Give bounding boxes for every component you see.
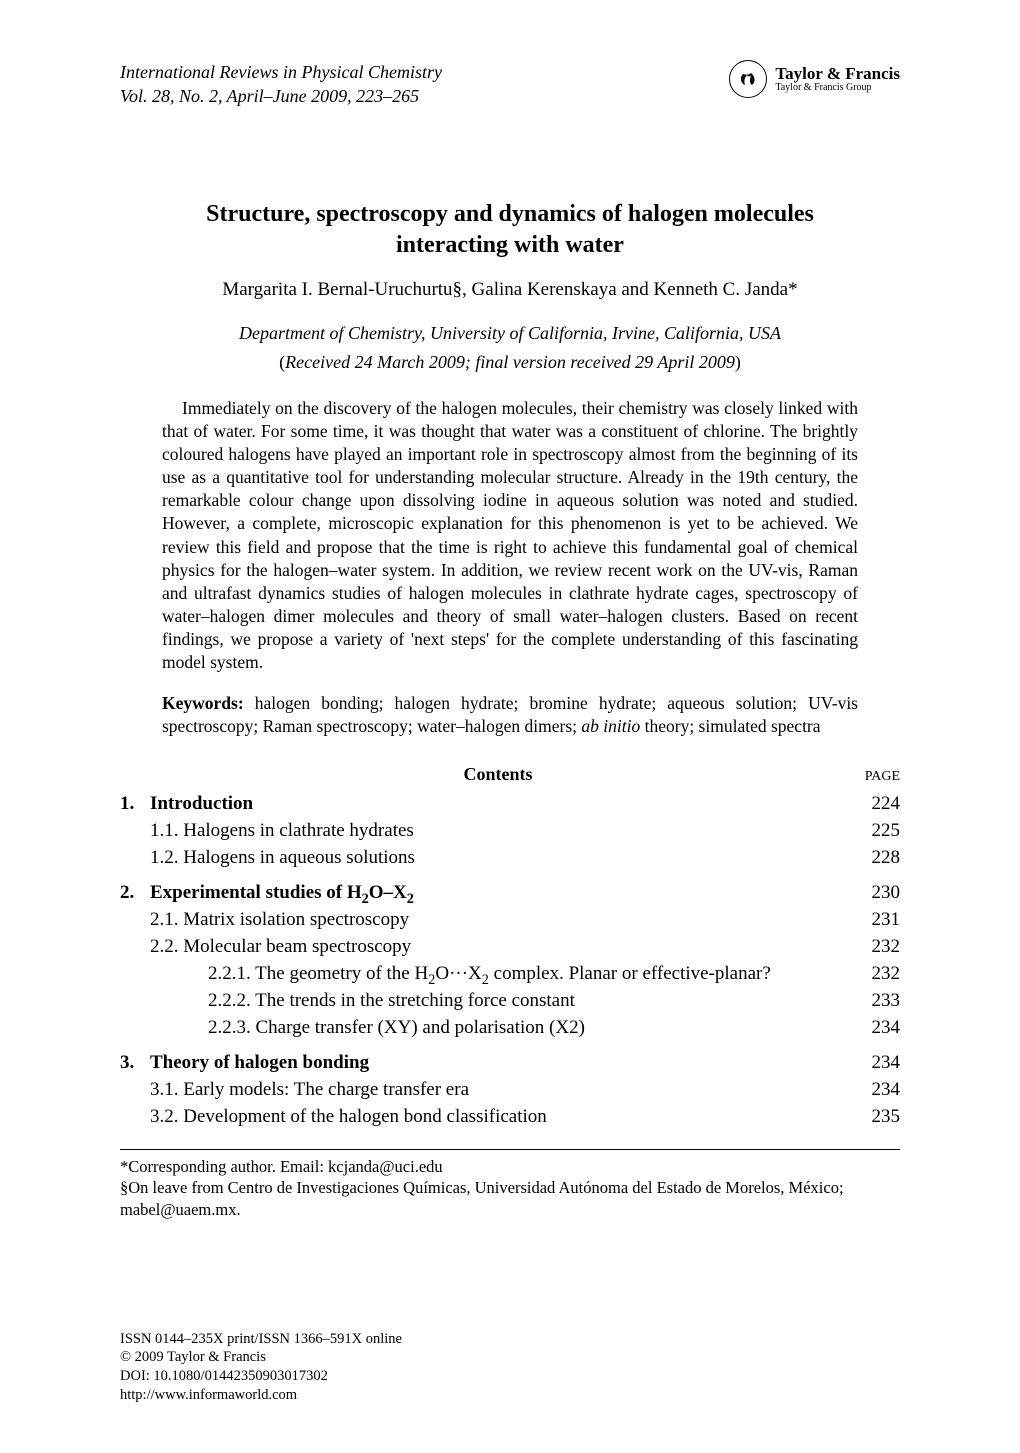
article-title: Structure, spectroscopy and dynamics of … [120,199,900,261]
toc-row: 1. Introduction 224 [120,791,900,818]
toc-section-3: 3. Theory of halogen bonding 234 3.1. Ea… [120,1050,900,1131]
keywords-italic: ab initio [581,716,640,736]
toc-subsub-label: 2.2.1. The geometry of the H2O···X2 comp… [120,961,846,988]
abstract: Immediately on the discovery of the halo… [162,397,858,674]
journal-info: International Reviews in Physical Chemis… [120,60,442,109]
toc-sub-label: 3.2. Development of the halogen bond cla… [120,1104,846,1131]
footnote-rule [120,1149,900,1150]
toc-page: 232 [846,934,900,961]
abstract-para-1: Immediately on the discovery of the halo… [162,397,858,674]
toc-row: 2.2.3. Charge transfer (XY) and polarisa… [120,1015,900,1042]
toc-row: 2.2.1. The geometry of the H2O···X2 comp… [120,961,900,988]
toc-row: 1.2. Halogens in aqueous solutions 228 [120,845,900,872]
received-text: Received 24 March 2009; final version re… [285,352,735,372]
keywords-text-2: theory; simulated spectra [640,716,820,736]
toc-page: 230 [846,880,900,907]
footer-url: http://www.informaworld.com [120,1386,402,1405]
toc-page: 234 [846,1077,900,1104]
toc-page: 235 [846,1104,900,1131]
toc-row: 3.2. Development of the halogen bond cla… [120,1104,900,1131]
page-footer: ISSN 0144–235X print/ISSN 1366–591X onli… [120,1330,402,1405]
title-line-1: Structure, spectroscopy and dynamics of … [206,201,814,227]
toc-page: 234 [846,1015,900,1042]
toc-sub-label: 1.2. Halogens in aqueous solutions [120,845,846,872]
authors: Margarita I. Bernal-Uruchurtu§, Galina K… [120,279,900,301]
toc-page: 233 [846,988,900,1015]
toc-num: 2. [120,880,150,907]
footer-copyright: © 2009 Taylor & Francis [120,1348,402,1367]
toc-page: 224 [846,791,900,818]
table-of-contents: 1. Introduction 224 1.1. Halogens in cla… [120,791,900,1131]
toc-section-2: 2. Experimental studies of H2O–X2 230 2.… [120,880,900,1042]
toc-row: 2.2. Molecular beam spectroscopy 232 [120,934,900,961]
toc-sub-label: 2.1. Matrix isolation spectroscopy [120,907,846,934]
title-line-2: interacting with water [396,232,624,258]
publisher-text: Taylor & Francis Taylor & Francis Group [775,65,900,93]
journal-name: International Reviews in Physical Chemis… [120,60,442,84]
footer-issn: ISSN 0144–235X print/ISSN 1366–591X onli… [120,1330,402,1349]
taylor-francis-icon [729,60,767,98]
toc-title: Introduction [150,791,846,818]
toc-row: 2.2.2. The trends in the stretching forc… [120,988,900,1015]
issue-line: Vol. 28, No. 2, April–June 2009, 223–265 [120,84,442,108]
keywords-label: Keywords: [162,693,244,713]
toc-num: 1. [120,791,150,818]
contents-header: Contents PAGE [120,764,900,785]
contents-title: Contents [150,764,846,785]
affiliation: Department of Chemistry, University of C… [120,323,900,344]
contents-page-label: PAGE [846,769,900,785]
toc-row: 2.1. Matrix isolation spectroscopy 231 [120,907,900,934]
toc-title: Theory of halogen bonding [150,1050,846,1077]
toc-row: 3.1. Early models: The charge transfer e… [120,1077,900,1104]
toc-title: Experimental studies of H2O–X2 [150,880,846,907]
publisher-group: Taylor & Francis Group [775,83,900,94]
footnotes: *Corresponding author. Email: kcjanda@uc… [120,1156,900,1220]
page-header: International Reviews in Physical Chemis… [120,60,900,109]
toc-page: 232 [846,961,900,988]
footnote-onleave: §On leave from Centro de Investigaciones… [120,1177,900,1220]
keywords: Keywords: halogen bonding; halogen hydra… [162,692,858,738]
toc-num: 3. [120,1050,150,1077]
toc-subsub-label: 2.2.2. The trends in the stretching forc… [120,988,846,1015]
toc-row: 3. Theory of halogen bonding 234 [120,1050,900,1077]
footnote-corresponding: *Corresponding author. Email: kcjanda@uc… [120,1156,900,1177]
toc-row: 1.1. Halogens in clathrate hydrates 225 [120,818,900,845]
toc-page: 234 [846,1050,900,1077]
toc-sub-label: 1.1. Halogens in clathrate hydrates [120,818,846,845]
publisher-name: Taylor & Francis [775,65,900,83]
toc-sub-label: 3.1. Early models: The charge transfer e… [120,1077,846,1104]
footer-doi: DOI: 10.1080/01442350903017302 [120,1367,402,1386]
toc-page: 225 [846,818,900,845]
toc-row: 2. Experimental studies of H2O–X2 230 [120,880,900,907]
publisher-logo: Taylor & Francis Taylor & Francis Group [729,60,900,98]
toc-page: 231 [846,907,900,934]
toc-page: 228 [846,845,900,872]
toc-sub-label: 2.2. Molecular beam spectroscopy [120,934,846,961]
received-line: (Received 24 March 2009; final version r… [120,352,900,373]
authors-text: Margarita I. Bernal-Uruchurtu§, Galina K… [222,279,797,300]
toc-subsub-label: 2.2.3. Charge transfer (XY) and polarisa… [120,1015,846,1042]
toc-section-1: 1. Introduction 224 1.1. Halogens in cla… [120,791,900,872]
